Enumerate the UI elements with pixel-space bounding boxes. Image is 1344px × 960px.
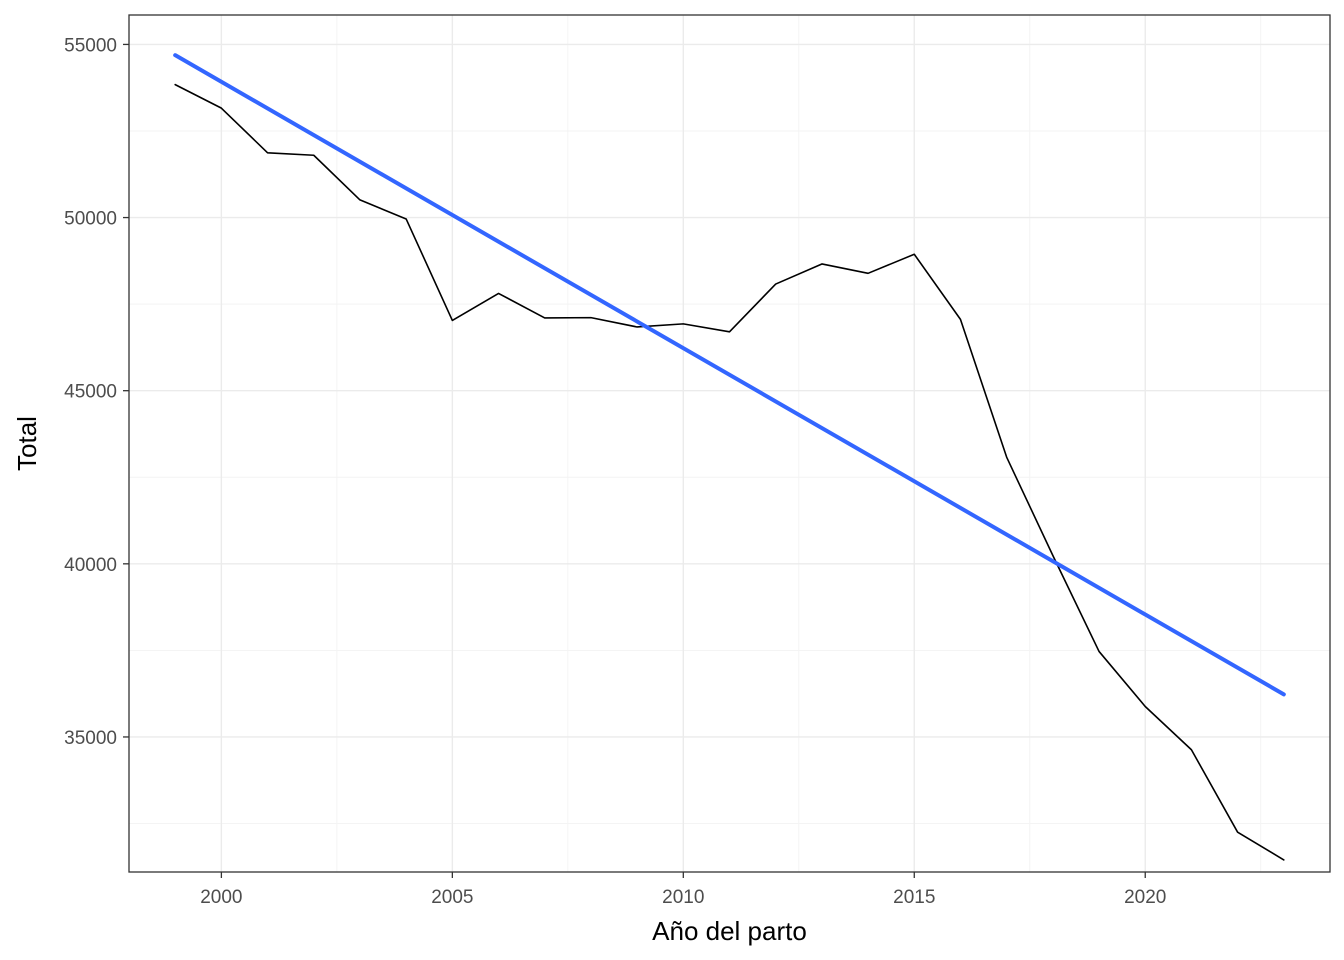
trend-line bbox=[173, 53, 1286, 697]
y-tick-label: 50000 bbox=[64, 209, 117, 230]
series-layer bbox=[173, 53, 1286, 861]
x-tick-label: 2020 bbox=[1124, 887, 1166, 908]
axis-ticks: 2000 2005 2010 2015 2020 35000 40000 45000 50000… bbox=[64, 35, 1166, 908]
x-axis-title: Año del parto bbox=[652, 916, 807, 946]
x-tick-label: 2000 bbox=[200, 887, 242, 908]
major-gridlines bbox=[129, 15, 1330, 872]
y-axis-title: Total bbox=[12, 416, 42, 471]
x-tick-label: 2010 bbox=[662, 887, 704, 908]
x-tick-label: 2015 bbox=[893, 887, 935, 908]
y-tick-label: 55000 bbox=[64, 35, 117, 56]
y-tick-label: 35000 bbox=[64, 728, 117, 749]
y-tick-label: 40000 bbox=[64, 555, 117, 576]
panel-border bbox=[128, 14, 1331, 873]
minor-gridlines bbox=[129, 15, 1330, 872]
total-series-line bbox=[174, 83, 1285, 861]
x-tick-label: 2005 bbox=[431, 887, 473, 908]
y-tick-label: 45000 bbox=[64, 382, 117, 403]
